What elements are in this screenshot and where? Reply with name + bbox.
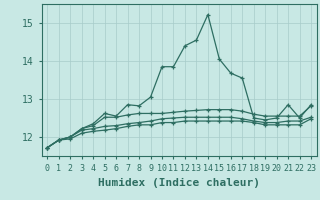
X-axis label: Humidex (Indice chaleur): Humidex (Indice chaleur) <box>98 178 260 188</box>
